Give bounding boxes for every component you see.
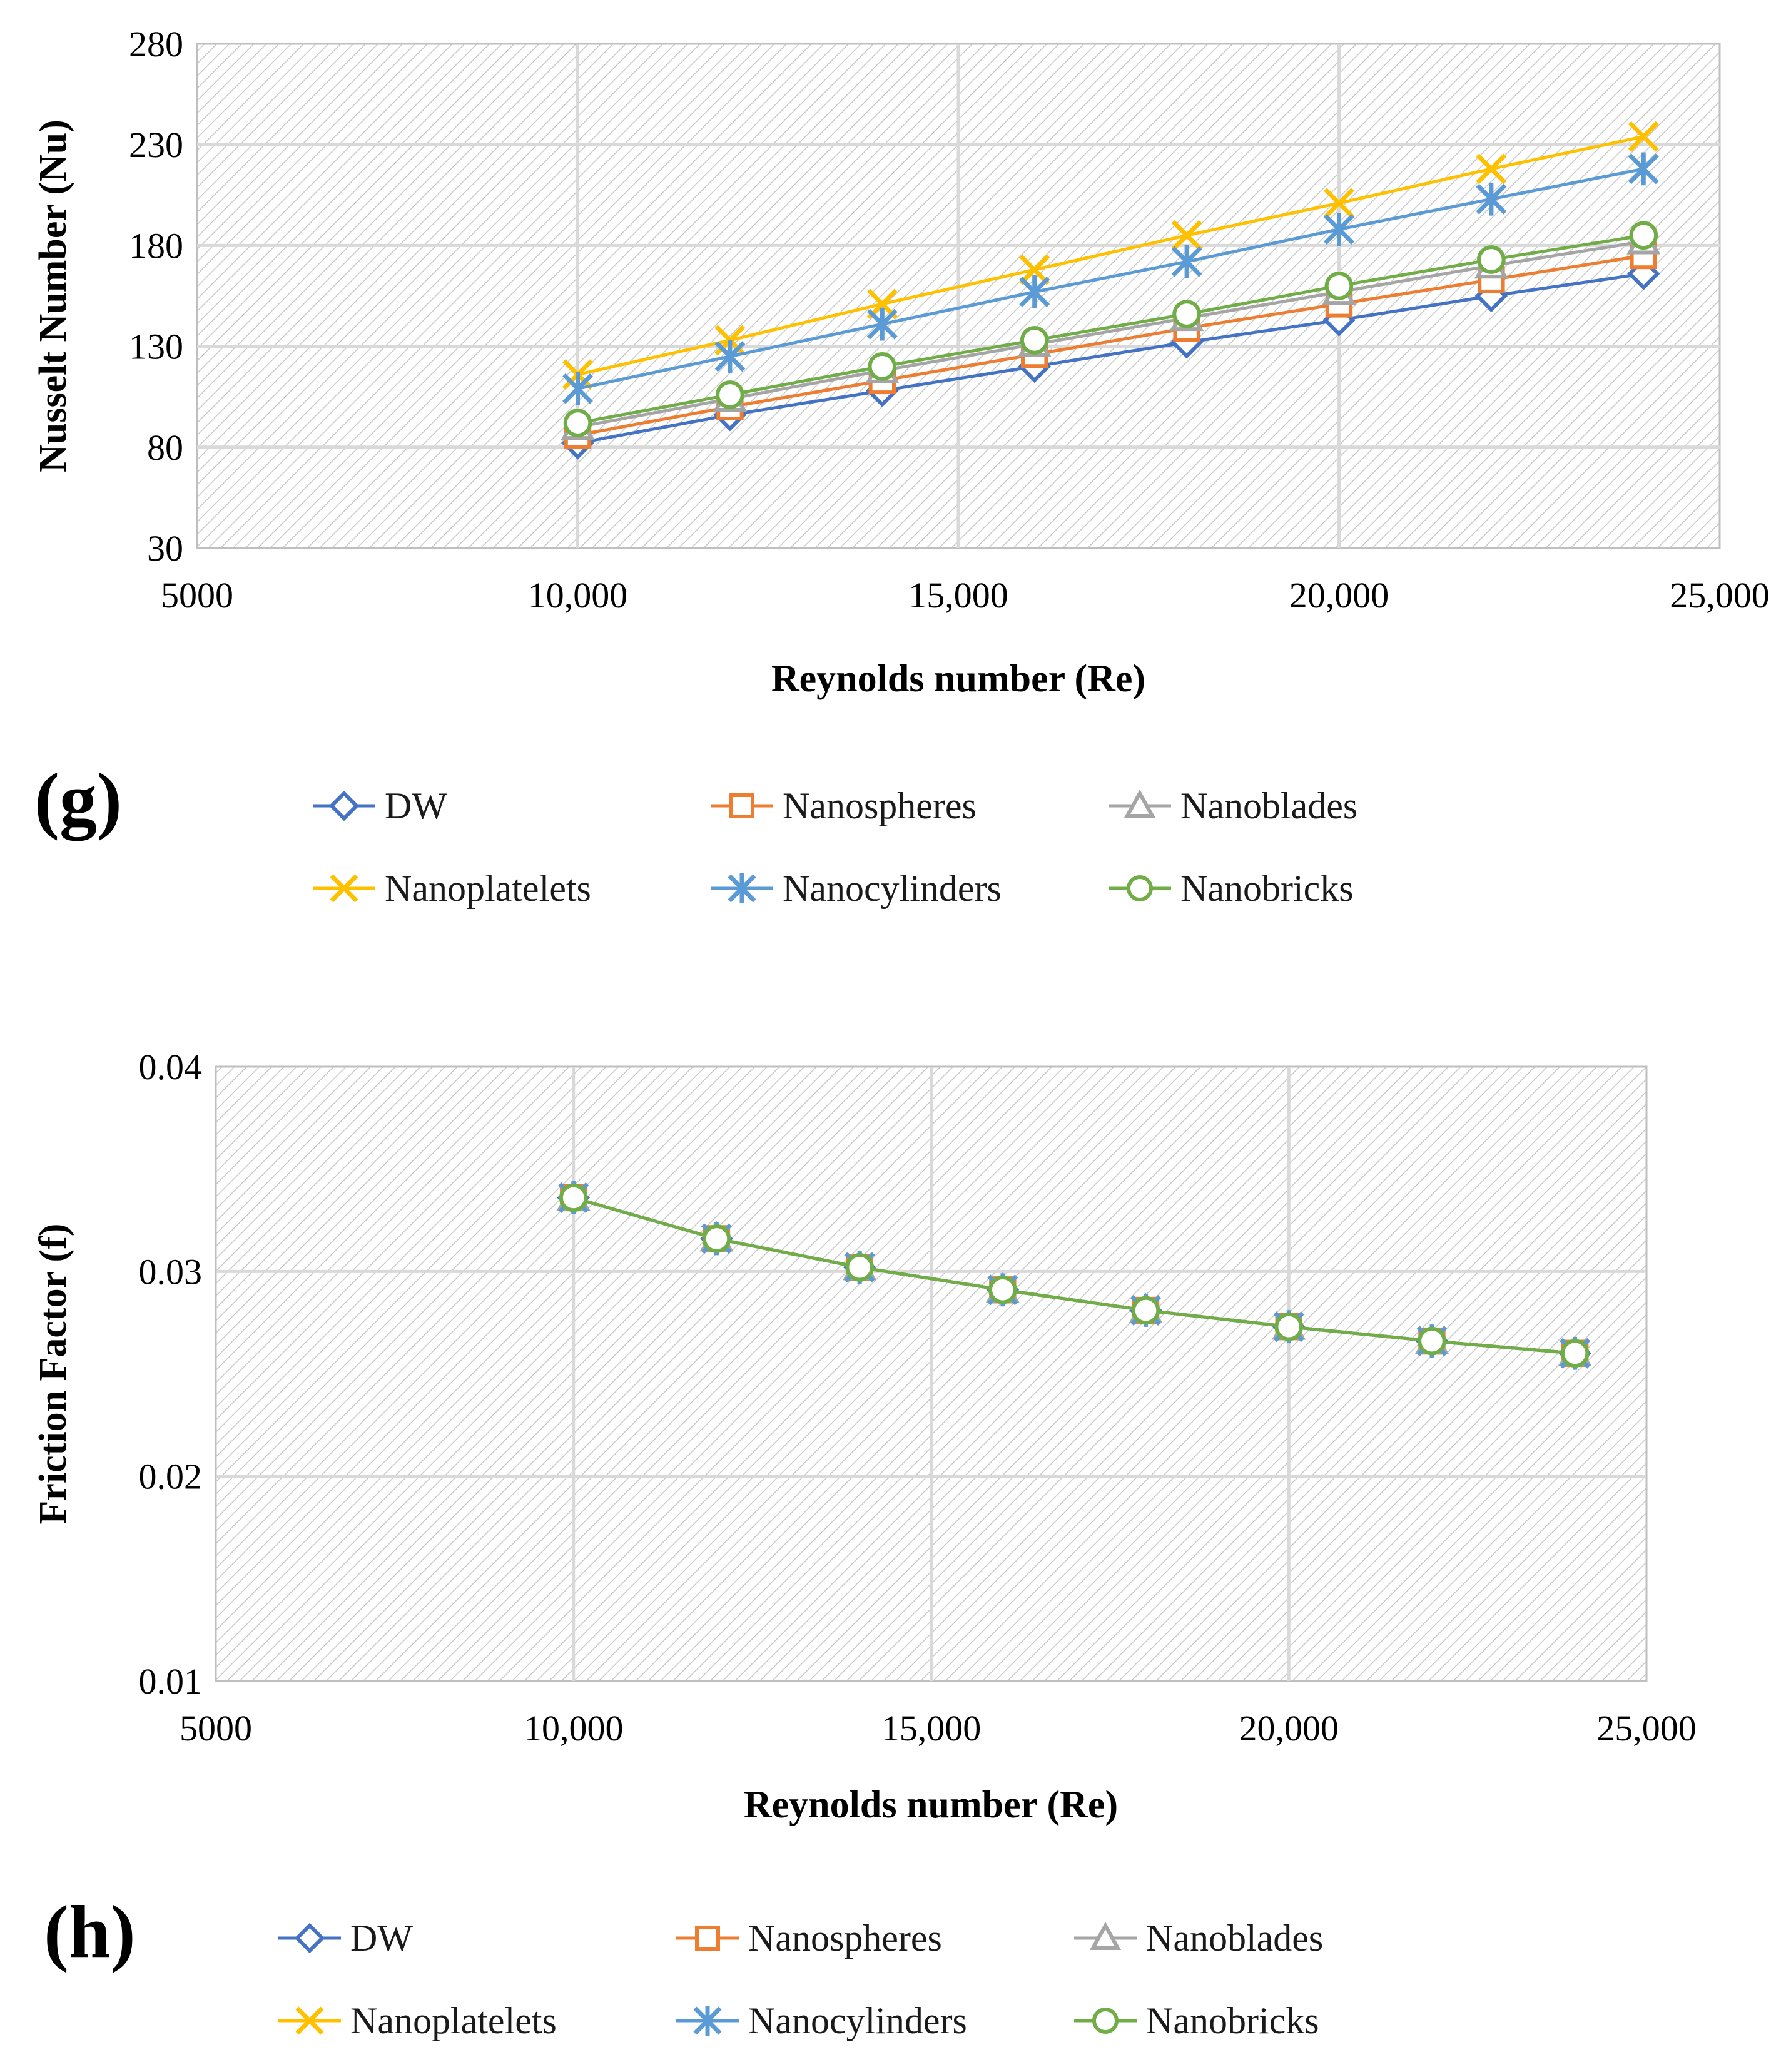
x-tick-labels: 5000 10,000 15,000 20,000 25,000	[180, 1708, 1697, 1749]
y-tick-label: 230	[129, 124, 183, 165]
data-point-nanobricks	[704, 1226, 729, 1251]
x-axis-title: Reynolds number (Re)	[771, 658, 1145, 700]
x-tick-label: 20,000	[1289, 575, 1389, 616]
legend-label: Nanospheres	[783, 785, 977, 826]
legend-marker-nanospheres	[697, 1927, 718, 1949]
legend-label: Nanospheres	[748, 1917, 942, 1959]
data-point-nanobricks	[1479, 247, 1504, 272]
y-tick-label: 0.04	[139, 1047, 203, 1087]
data-point-nanobricks	[1419, 1329, 1444, 1354]
y-tick-label: 80	[147, 427, 183, 468]
legend-item-nanoblades: Nanoblades	[1109, 785, 1357, 826]
legend-marker-nanobricks	[1094, 2009, 1117, 2032]
legend-item-nanoplatelets: Nanoplatelets	[278, 2000, 557, 2041]
legend-item-nanocylinders: Nanocylinders	[711, 868, 1002, 909]
legend-label: Nanoblades	[1146, 1917, 1323, 1959]
panel-label-g: (g)	[34, 758, 122, 841]
x-tick-label: 25,000	[1596, 1708, 1697, 1749]
legend-label: Nanobricks	[1180, 868, 1354, 909]
data-point-nanobricks	[561, 1186, 586, 1211]
data-point-nanobricks	[1631, 223, 1657, 248]
legend-item-nanospheres: Nanospheres	[676, 1917, 942, 1959]
legend-label: Nanocylinders	[748, 2000, 967, 2041]
legend-marker-nanospheres	[731, 795, 753, 816]
data-point-nanobricks	[990, 1277, 1015, 1303]
y-tick-label: 130	[129, 327, 183, 367]
legend-item-nanobricks: Nanobricks	[1074, 2000, 1319, 2041]
legend-item-nanospheres: Nanospheres	[711, 785, 977, 826]
y-tick-label: 0.03	[139, 1251, 203, 1292]
y-tick-labels: 30 80 130 180 230 280	[129, 24, 183, 569]
x-tick-label: 5000	[180, 1708, 252, 1749]
x-tick-label: 5000	[161, 575, 233, 616]
data-point-nanobricks	[566, 410, 591, 435]
y-tick-label: 280	[129, 24, 183, 64]
legend-item-nanoplatelets: Nanoplatelets	[313, 868, 591, 909]
legend-marker-dw	[297, 1926, 322, 1951]
legend: DW Nanospheres Nanoblades Nanoplatelets Nano…	[313, 785, 1357, 909]
x-tick-label: 20,000	[1239, 1708, 1339, 1749]
x-tick-labels: 5000 10,000 15,000 20,000 25,000	[161, 575, 1770, 616]
panel-label-h: (h)	[44, 1890, 136, 1973]
legend-marker-dw	[332, 793, 357, 818]
nusselt-chart: 30 80 130 180 230 280 5000 10,000 15,000 20,000 2…	[32, 24, 1770, 909]
legend-label: Nanocylinders	[783, 868, 1002, 909]
legend-marker-nanobricks	[1129, 877, 1151, 900]
figure: 30 80 130 180 230 280 5000 10,000 15,000 20,000 2…	[0, 0, 1791, 2072]
legend-label: Nanoplatelets	[385, 868, 591, 909]
y-tick-label: 180	[129, 225, 183, 266]
y-tick-label: 30	[147, 528, 183, 569]
data-point-nanobricks	[1276, 1314, 1301, 1339]
data-point-nanobricks	[1134, 1298, 1159, 1323]
legend-label: DW	[350, 1917, 413, 1959]
legend-item-nanocylinders: Nanocylinders	[676, 2000, 967, 2041]
legend-item-dw: DW	[278, 1917, 413, 1959]
legend-label: DW	[385, 785, 447, 826]
data-point-nanobricks	[1327, 273, 1352, 298]
legend-label: Nanoplatelets	[350, 2000, 557, 2041]
data-point-nanobricks	[718, 382, 743, 407]
legend: DW Nanospheres Nanoblades Nanoplatelets Nano…	[278, 1917, 1323, 2041]
legend-label: Nanoblades	[1180, 785, 1357, 826]
y-tick-labels: 0.01 0.02 0.03 0.04	[139, 1047, 203, 1702]
x-tick-label: 10,000	[524, 1708, 624, 1749]
x-tick-label: 15,000	[881, 1708, 982, 1749]
x-axis-title: Reynolds number (Re)	[744, 1784, 1118, 1826]
data-point-nanobricks	[847, 1255, 872, 1280]
legend-item-nanoblades: Nanoblades	[1074, 1917, 1323, 1959]
x-tick-label: 25,000	[1670, 575, 1770, 616]
legend-item-dw: DW	[313, 785, 447, 826]
y-axis-title: Nusselt Number (Nu)	[32, 119, 74, 472]
legend-item-nanobricks: Nanobricks	[1109, 868, 1354, 909]
x-tick-label: 15,000	[908, 575, 1008, 616]
y-axis-title: Friction Factor (f)	[32, 1224, 74, 1525]
y-tick-label: 0.02	[139, 1456, 203, 1497]
friction-chart: 0.01 0.02 0.03 0.04 5000 10,000 15,000 20,000 2…	[32, 1047, 1697, 2041]
data-point-nanobricks	[1563, 1341, 1588, 1366]
data-point-nanobricks	[870, 354, 895, 379]
x-tick-label: 10,000	[528, 575, 628, 616]
y-tick-label: 0.01	[139, 1661, 203, 1702]
data-point-nanobricks	[1174, 302, 1199, 327]
data-point-nanobricks	[1022, 328, 1047, 353]
legend-label: Nanobricks	[1146, 2000, 1319, 2041]
